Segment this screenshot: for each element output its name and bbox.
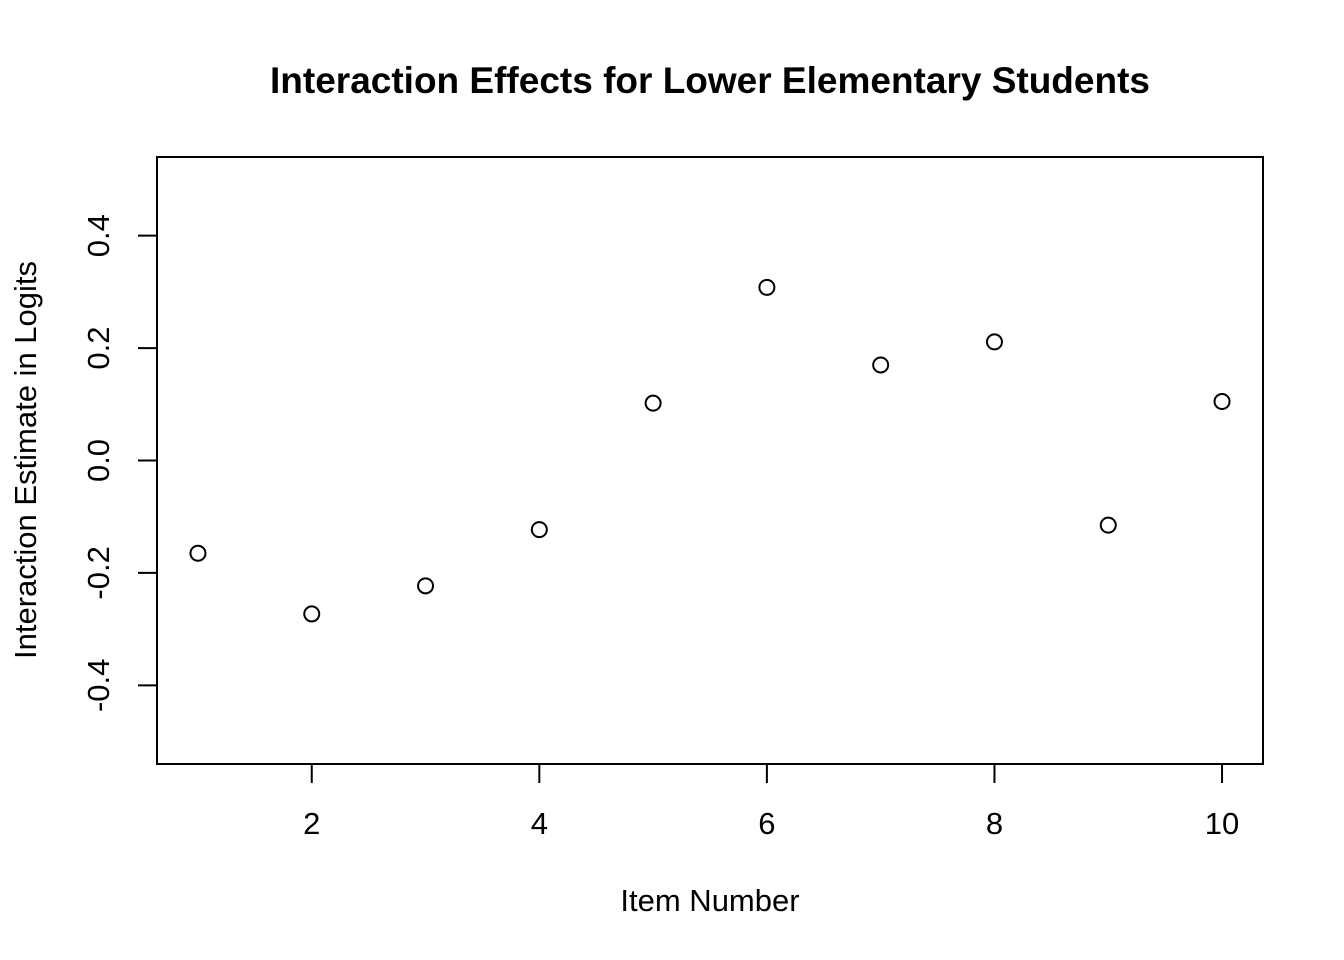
y-axis: -0.4 -0.2 0.0 0.2 0.4 <box>81 214 157 712</box>
x-tick-label: 2 <box>303 806 320 841</box>
plot-frame <box>156 156 1264 765</box>
data-point <box>985 333 1003 351</box>
data-point <box>303 605 321 623</box>
data-point <box>1099 516 1117 534</box>
x-tick-label: 4 <box>531 806 548 841</box>
y-axis-label: Interaction Estimate in Logits <box>8 261 43 659</box>
x-axis: 2 4 6 8 10 <box>303 764 1239 841</box>
x-tick-label: 6 <box>758 806 775 841</box>
data-point <box>644 394 662 412</box>
data-point <box>758 278 776 296</box>
data-point <box>530 521 548 539</box>
y-tick-label: 0.4 <box>81 214 116 257</box>
chart-title: Interaction Effects for Lower Elementary… <box>270 60 1150 101</box>
y-tick-label: 0.2 <box>81 327 116 370</box>
x-tick-label: 8 <box>986 806 1003 841</box>
data-point <box>189 544 207 562</box>
y-tick-label: 0.0 <box>81 439 116 482</box>
y-tick-label: -0.4 <box>81 659 116 712</box>
data-points <box>189 278 1231 623</box>
x-tick-label: 10 <box>1205 806 1239 841</box>
data-point <box>872 356 890 374</box>
x-axis-label: Item Number <box>620 883 799 918</box>
data-point <box>1213 392 1231 410</box>
data-point <box>417 577 435 595</box>
y-tick-label: -0.2 <box>81 546 116 599</box>
